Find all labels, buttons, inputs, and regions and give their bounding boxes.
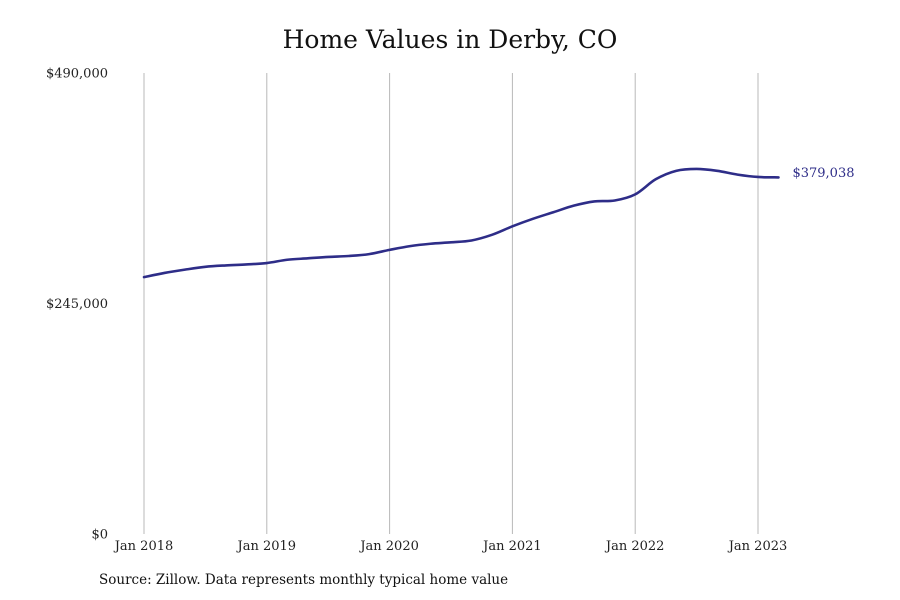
- series-layer: $379,038: [142, 166, 854, 279]
- x-tick-label: Jan 2019: [236, 539, 297, 554]
- gridlines: [143, 73, 759, 534]
- x-tick-label: Jan 2018: [113, 539, 174, 554]
- x-axis-ticks: Jan 2018 Jan 2019 Jan 2020 Jan 2021 Jan 2022…: [113, 539, 788, 554]
- x-tick-label: Jan 2023: [727, 539, 788, 554]
- y-axis-ticks: $0 $245,000 $490,000: [46, 67, 108, 543]
- chart-title: Home Values in Derby, CO: [282, 25, 618, 54]
- x-tick-label: Jan 2022: [604, 539, 665, 554]
- y-tick-label: $490,000: [46, 67, 108, 82]
- y-tick-label: $0: [91, 528, 108, 543]
- x-tick-label: Jan 2020: [358, 539, 419, 554]
- x-tick-label: Jan 2021: [481, 539, 542, 554]
- y-tick-label: $245,000: [46, 297, 108, 312]
- source-note: Source: Zillow. Data represents monthly …: [99, 572, 509, 588]
- end-value-label: $379,038: [792, 166, 854, 181]
- series-line: [142, 167, 780, 279]
